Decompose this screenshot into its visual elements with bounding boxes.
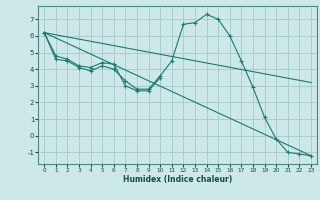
X-axis label: Humidex (Indice chaleur): Humidex (Indice chaleur) bbox=[123, 175, 232, 184]
